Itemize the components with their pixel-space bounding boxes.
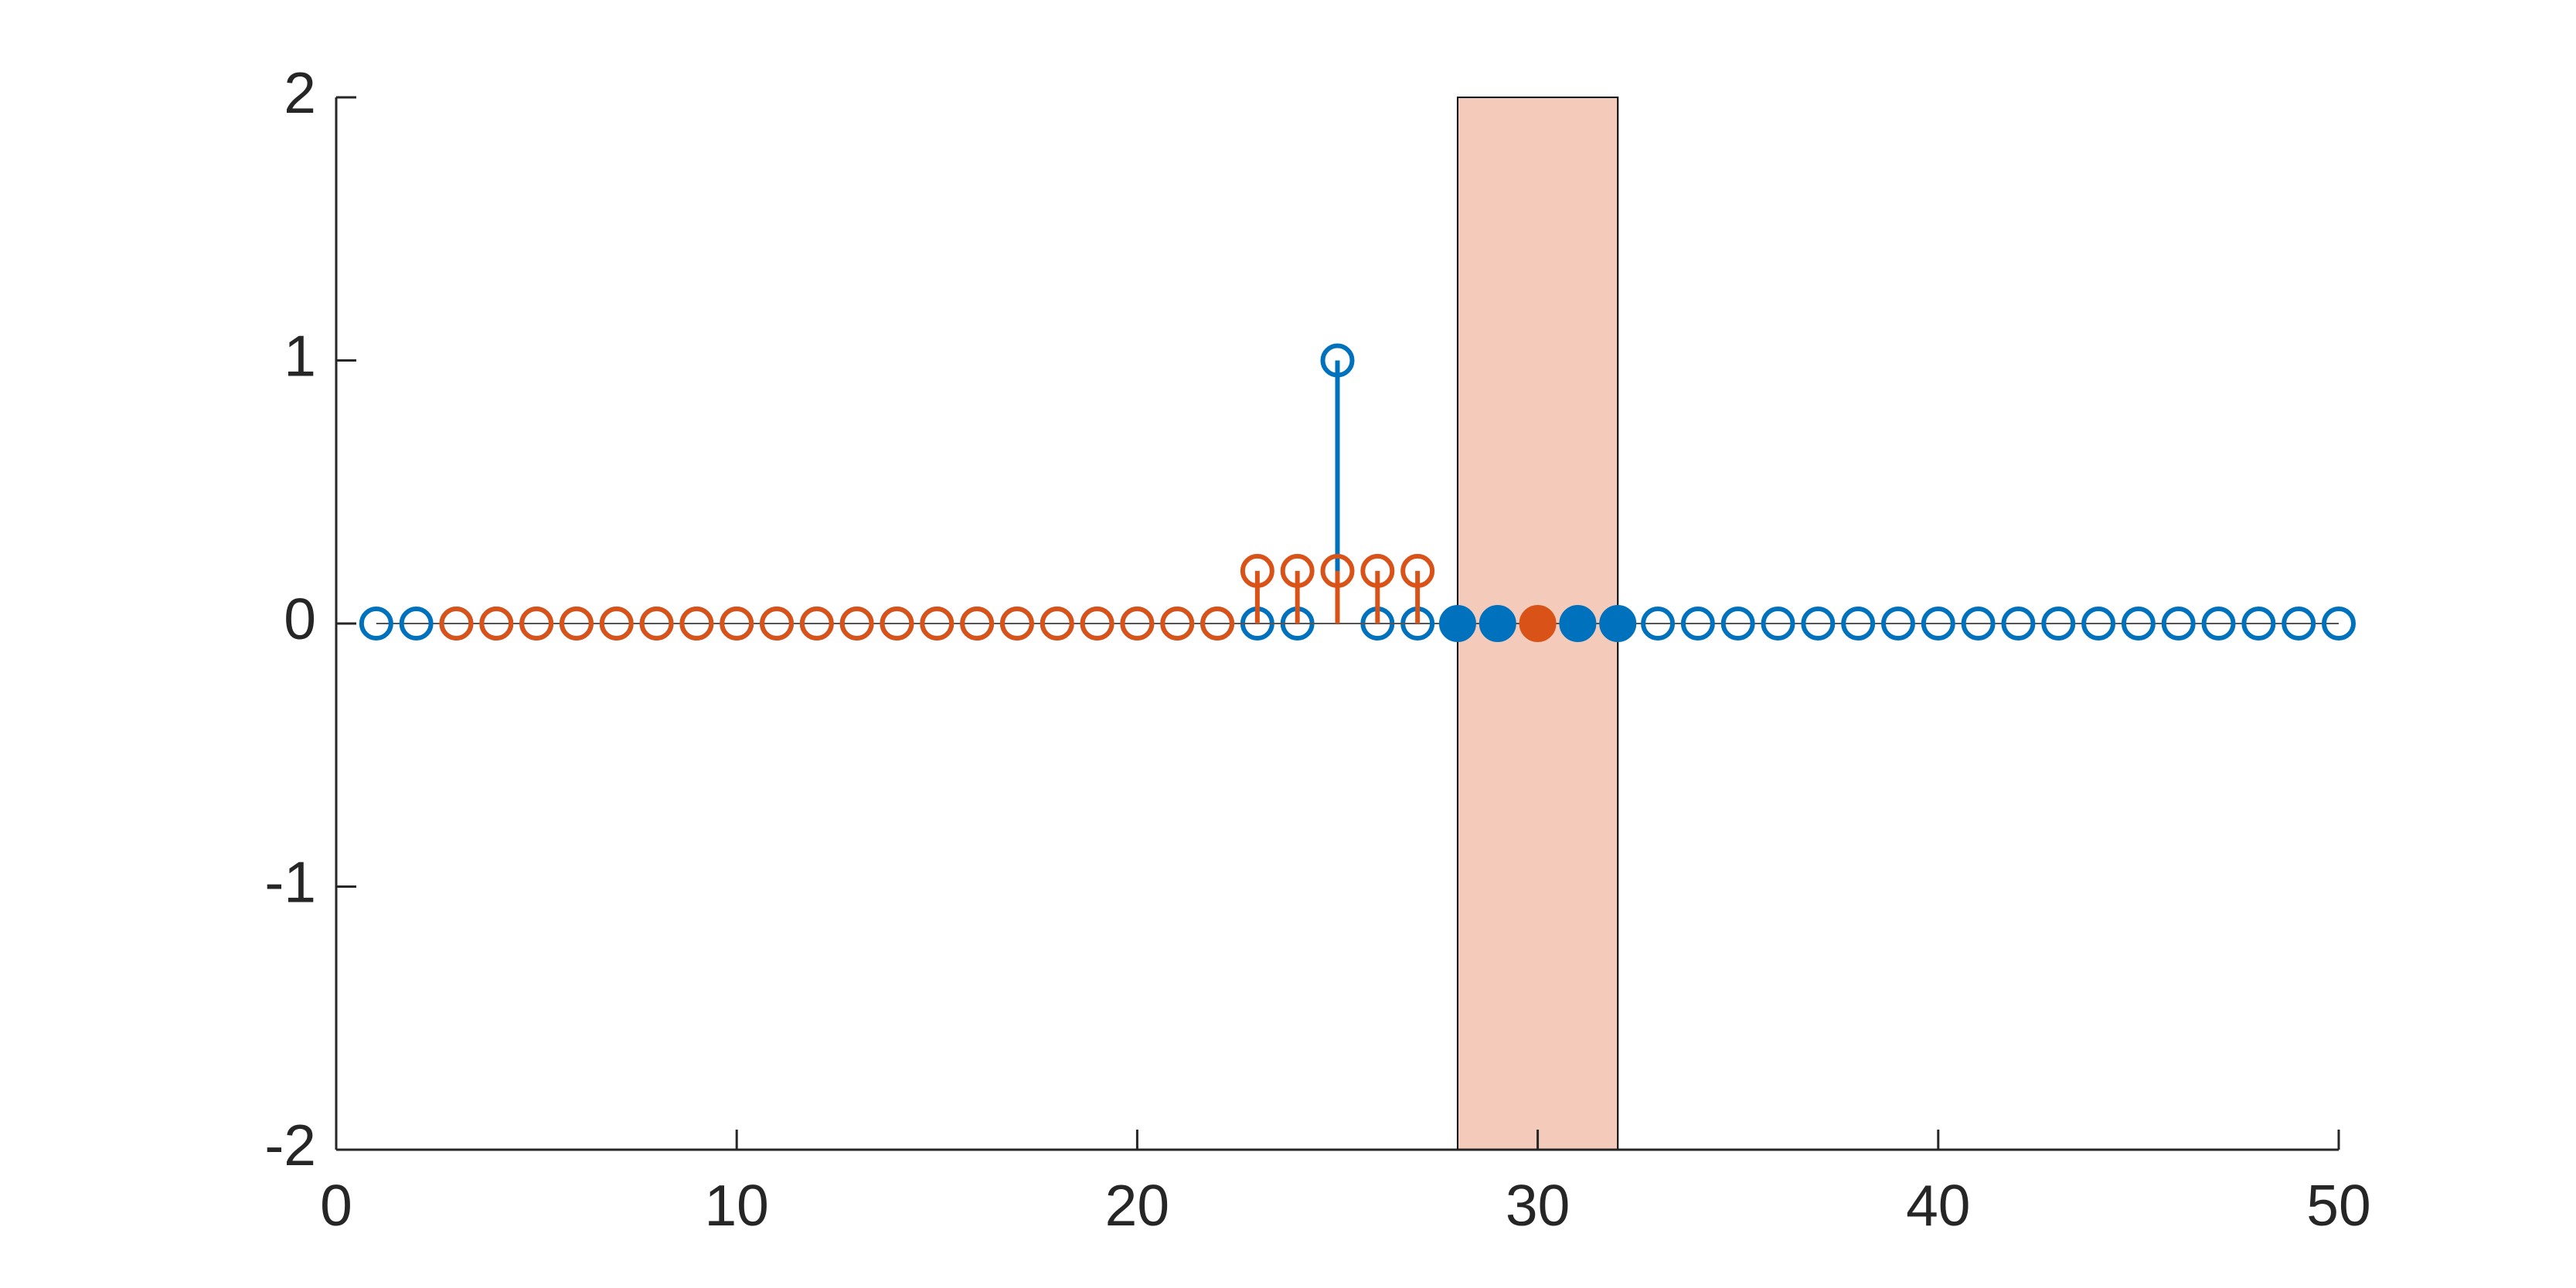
stem-marker xyxy=(1240,553,1274,588)
stem-marker xyxy=(1080,607,1114,641)
stem-marker xyxy=(1599,605,1637,642)
x-tick-label: 0 xyxy=(320,1173,352,1238)
stem-marker xyxy=(1761,607,1795,641)
stem-marker xyxy=(1641,607,1676,641)
stem-marker xyxy=(1280,553,1315,588)
x-tick-label: 50 xyxy=(2306,1173,2370,1238)
stem-marker xyxy=(2282,607,2316,641)
y-tick-label: 0 xyxy=(284,586,316,651)
stem-marker xyxy=(1160,607,1195,641)
stem-marker xyxy=(1519,605,1557,642)
stem-marker xyxy=(1841,607,1876,641)
stem-marker xyxy=(439,607,474,641)
stem-marker xyxy=(720,607,754,641)
stem-marker xyxy=(679,607,714,641)
stem-marker xyxy=(1801,607,1836,641)
stem-marker xyxy=(1961,607,1996,641)
stem-marker xyxy=(2001,607,2036,641)
stem-marker xyxy=(519,607,554,641)
stem-marker xyxy=(880,607,914,641)
y-tick-label: 1 xyxy=(284,323,316,388)
stem-marker xyxy=(2201,607,2236,641)
stem-marker xyxy=(399,607,434,641)
stem-marker xyxy=(1720,607,1755,641)
stem-marker xyxy=(1400,553,1435,588)
stem-marker xyxy=(2241,607,2276,641)
stem-marker xyxy=(639,607,674,641)
stem-marker xyxy=(839,607,874,641)
y-tick-label: -1 xyxy=(264,849,316,914)
stem-marker xyxy=(599,607,634,641)
x-tick-label: 10 xyxy=(704,1173,768,1238)
stem-marker xyxy=(1559,605,1597,642)
stem-marker xyxy=(2041,607,2076,641)
stem-marker xyxy=(1680,607,1715,641)
stem-marker xyxy=(1120,607,1155,641)
stem-marker xyxy=(559,607,594,641)
stem-marker xyxy=(479,607,514,641)
stem-marker xyxy=(359,607,393,641)
stem-marker xyxy=(2161,607,2196,641)
stem-marker xyxy=(2121,607,2156,641)
stem-marker xyxy=(799,607,834,641)
stem-marker xyxy=(1320,553,1355,588)
stem-marker xyxy=(1360,553,1395,588)
stem-marker xyxy=(760,607,795,641)
stem-marker xyxy=(1921,607,1955,641)
stem-marker xyxy=(999,607,1034,641)
x-tick-label: 40 xyxy=(1906,1173,1970,1238)
y-tick-label: -2 xyxy=(264,1113,316,1178)
stem-marker xyxy=(1040,607,1074,641)
x-tick-label: 30 xyxy=(1506,1173,1570,1238)
stem-marker xyxy=(2081,607,2116,641)
x-tick-label: 20 xyxy=(1105,1173,1169,1238)
stem-marker xyxy=(920,607,955,641)
stem-marker xyxy=(1200,607,1235,641)
stem-marker xyxy=(960,607,995,641)
stem-marker xyxy=(1479,605,1516,642)
stem-marker xyxy=(1880,607,1915,641)
stem-marker xyxy=(2322,607,2356,641)
y-tick-label: 2 xyxy=(284,60,316,125)
stem-marker xyxy=(1320,343,1355,378)
stem-marker xyxy=(1438,605,1476,642)
